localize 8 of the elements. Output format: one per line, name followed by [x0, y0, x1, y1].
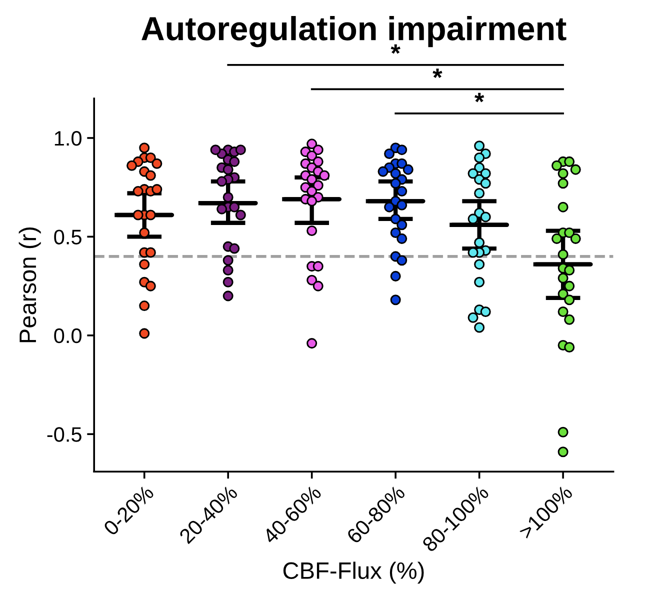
y-tick-label: 0.5	[54, 230, 82, 244]
y-tick-label: 0.0	[54, 328, 82, 344]
annotation: *	[474, 92, 484, 102]
y-axis-title: Pearson (r)	[18, 227, 41, 342]
y-tick-label: 1.0	[54, 130, 82, 146]
x-axis-title: CBF-Flux (%)	[283, 562, 424, 584]
text: *	[432, 68, 442, 78]
y-tick-label: -0.5	[47, 427, 82, 442]
